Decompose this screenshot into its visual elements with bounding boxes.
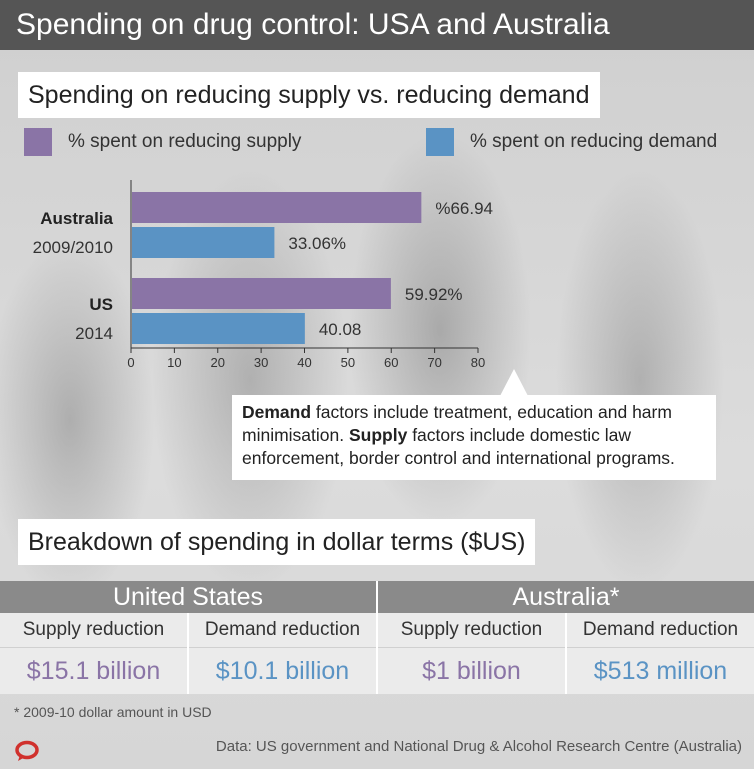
country-header-us: United States <box>0 581 377 613</box>
legend-label-demand: % spent on reducing demand <box>470 131 718 152</box>
category-period-label: 2009/2010 <box>33 238 113 257</box>
bar-value-label: 59.92% <box>405 285 463 304</box>
bar-chart: 0 10 20 30 40 50 60 70 80 Australia 2009/2010 %66.9… <box>33 180 493 370</box>
country-header-row: United States Australia* <box>0 581 754 613</box>
category-au-demand: Demand reduction <box>564 613 754 648</box>
note-pointer <box>500 369 528 396</box>
note-demand-text: factors include treatment, education and… <box>242 402 672 445</box>
note-supply-term: Supply <box>348 425 408 445</box>
note-demand-term: Demand <box>242 402 312 422</box>
bar-value-label: %66.94 <box>435 199 493 218</box>
country-header-australia: Australia* <box>375 581 754 613</box>
category-us-supply: Supply reduction <box>0 613 188 648</box>
x-tick-label: 40 <box>297 355 311 370</box>
value-row: $15.1 billion $10.1 billion $1 billion $… <box>0 647 754 694</box>
legend-label-supply: % spent on reducing supply <box>68 131 302 152</box>
note-supply-text: factors include domestic law enforcement… <box>242 425 675 468</box>
x-tick-label: 20 <box>211 355 225 370</box>
category-row: Supply reduction Demand reduction Supply… <box>0 613 754 648</box>
bar <box>132 227 275 258</box>
footnote: * 2009-10 dollar amount in USD <box>14 704 212 720</box>
bar-value-label: 40.08 <box>319 320 362 339</box>
legend-swatch-supply <box>24 128 52 156</box>
x-tick-label: 10 <box>167 355 181 370</box>
definition-note: Demand factors include treatment, educat… <box>232 395 716 480</box>
publisher-logo-icon <box>15 740 39 761</box>
value-au-demand: $513 million <box>564 647 754 694</box>
source-credit: Data: US government and National Drug & … <box>215 738 742 755</box>
breakdown-table: United States Australia* Supply reductio… <box>0 581 754 694</box>
category-period-label: 2014 <box>75 324 113 343</box>
value-us-supply: $15.1 billion <box>0 647 188 694</box>
breakdown-title: Breakdown of spending in dollar terms ($… <box>18 519 536 565</box>
bar <box>132 313 305 344</box>
category-us-demand: Demand reduction <box>187 613 377 648</box>
x-tick-label: 30 <box>254 355 268 370</box>
page-title: Spending on drug control: USA and Austra… <box>0 0 754 50</box>
bar-value-label: 33.06% <box>288 234 346 253</box>
x-tick-label: 0 <box>127 355 134 370</box>
x-tick-label: 70 <box>427 355 441 370</box>
chart-title: Spending on reducing supply vs. reducing… <box>18 72 600 118</box>
category-au-supply: Supply reduction <box>375 613 566 648</box>
value-au-supply: $1 billion <box>375 647 566 694</box>
x-tick-label: 80 <box>471 355 485 370</box>
value-us-demand: $10.1 billion <box>187 647 377 694</box>
bar <box>132 192 422 223</box>
legend-item-demand: % spent on reducing demand <box>426 128 717 156</box>
bar <box>132 278 391 309</box>
legend-item-supply: % spent on reducing supply <box>24 128 301 156</box>
legend-swatch-demand <box>426 128 454 156</box>
category-label: US <box>89 295 113 314</box>
x-tick-label: 50 <box>341 355 355 370</box>
x-tick-label: 60 <box>384 355 398 370</box>
category-label: Australia <box>40 209 113 228</box>
